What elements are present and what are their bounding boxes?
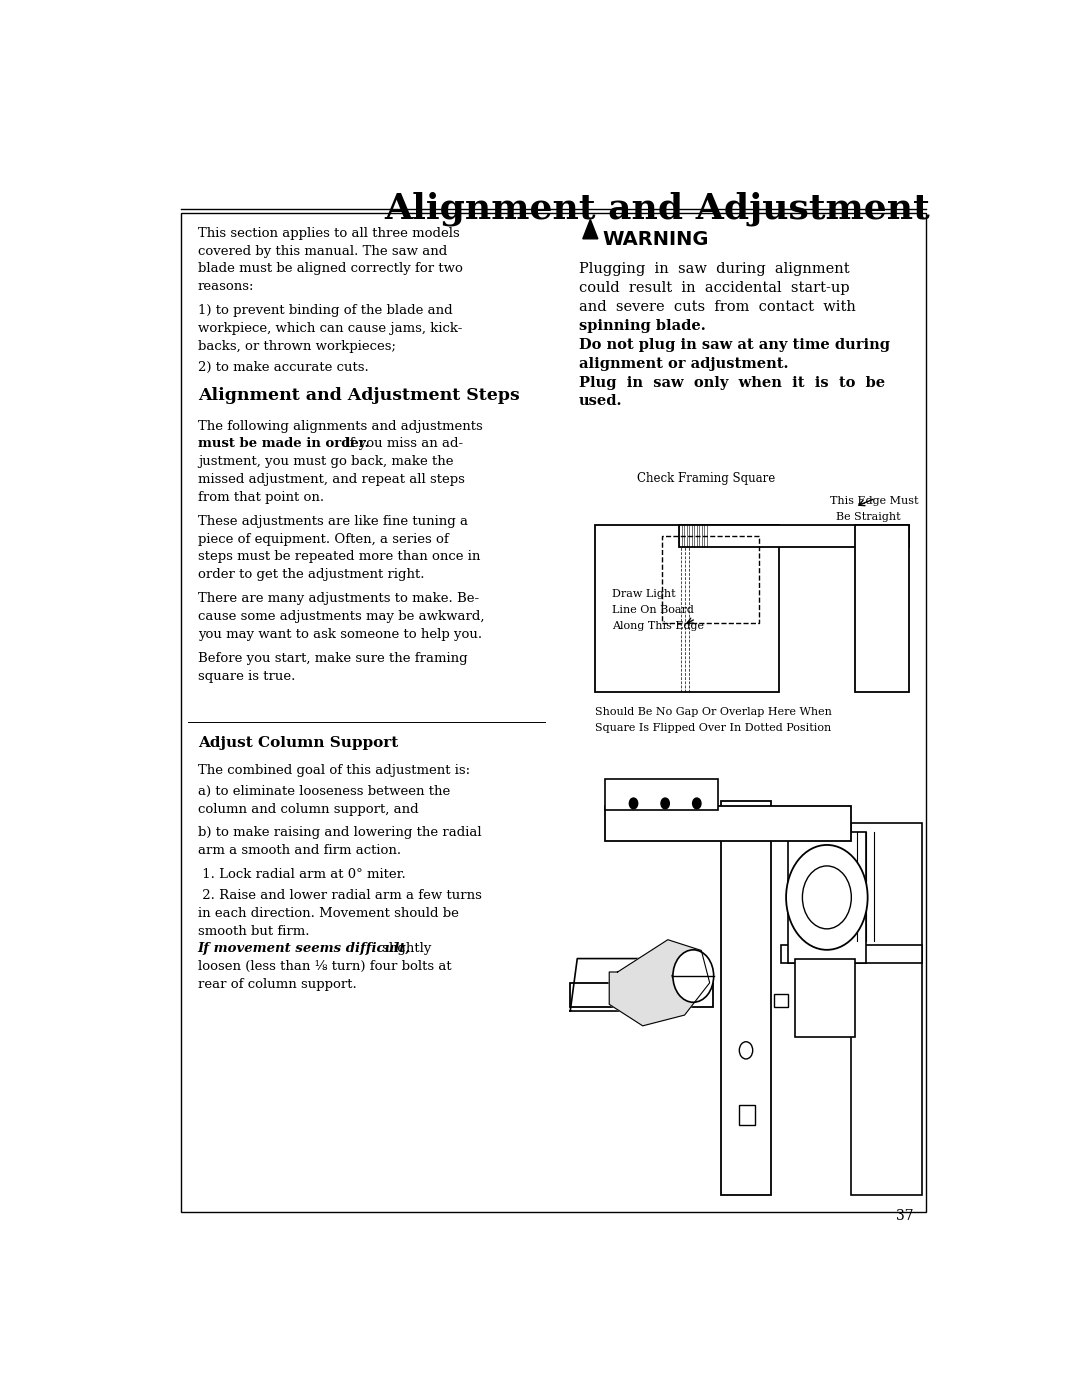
Text: square is true.: square is true. [198,670,295,684]
Circle shape [802,865,851,928]
Polygon shape [570,959,648,1011]
Bar [788,832,865,963]
Text: smooth but firm.: smooth but firm. [198,924,309,938]
Text: order to get the adjustment right.: order to get the adjustment right. [198,568,424,582]
Polygon shape [609,939,710,1026]
Text: used.: used. [579,394,622,408]
Text: column and column support, and: column and column support, and [198,802,418,816]
Text: If you miss an ad-: If you miss an ad- [340,438,463,450]
Text: There are many adjustments to make. Be-: There are many adjustments to make. Be- [198,593,478,605]
Text: blade must be aligned correctly for two: blade must be aligned correctly for two [198,263,462,275]
Text: in each direction. Movement should be: in each direction. Movement should be [198,907,459,920]
Text: Plugging  in  saw  during  alignment: Plugging in saw during alignment [579,263,849,277]
Text: could  result  in  accidental  start-up: could result in accidental start-up [579,281,849,295]
Circle shape [661,798,670,809]
Text: The following alignments and adjustments: The following alignments and adjustments [198,419,483,432]
Text: This Edge Must: This Edge Must [829,496,918,506]
Text: backs, or thrown workpieces;: backs, or thrown workpieces; [198,340,395,352]
Bar [606,779,718,809]
Text: Before you start, make sure the framing: Before you start, make sure the framing [198,651,468,665]
Text: Check Framing Square: Check Framing Square [637,473,775,485]
Text: rear of column support.: rear of column support. [198,977,356,991]
Bar [606,805,851,840]
Text: Plug  in  saw  only  when  it  is  to  be: Plug in saw only when it is to be [579,376,885,390]
Bar [781,945,922,963]
Text: must be made in order.: must be made in order. [198,438,369,450]
Text: 2. Raise and lower radial arm a few turns: 2. Raise and lower radial arm a few turn… [198,889,482,902]
Text: These adjustments are like fine tuning a: These adjustments are like fine tuning a [198,514,468,528]
Text: workpiece, which can cause jams, kick-: workpiece, which can cause jams, kick- [198,322,462,336]
Text: Should Be No Gap Or Overlap Here When: Should Be No Gap Or Overlap Here When [595,707,833,717]
Text: arm a smooth and firm action.: arm a smooth and firm action. [198,844,401,857]
Text: The combined goal of this adjustment is:: The combined goal of this adjustment is: [198,765,470,777]
Text: and  severe  cuts  from  contact  with: and severe cuts from contact with [579,301,855,315]
Polygon shape [583,219,598,239]
Text: 1) to prevent binding of the blade and: 1) to prevent binding of the blade and [198,305,453,317]
Text: This section applies to all three models: This section applies to all three models [198,226,459,240]
Text: 37: 37 [896,1209,914,1223]
Text: slightly: slightly [378,942,431,955]
Circle shape [692,798,701,809]
Circle shape [786,844,867,949]
Text: reasons:: reasons: [198,280,254,294]
Text: WARNING: WARNING [602,231,708,249]
Circle shape [740,1042,753,1058]
Bar [679,526,909,547]
Text: Adjust Column Support: Adjust Column Support [198,737,399,751]
Text: steps must be repeated more than once in: steps must be repeated more than once in [198,551,481,563]
Bar [739,1104,755,1124]
Bar [721,801,771,1194]
Bar [570,983,713,1007]
Text: missed adjustment, and repeat all steps: missed adjustment, and repeat all steps [198,473,464,487]
Text: Line On Board: Line On Board [612,605,694,615]
Text: b) to make raising and lowering the radial: b) to make raising and lowering the radi… [198,826,482,839]
Text: Along This Edge: Along This Edge [612,621,704,630]
Text: from that point on.: from that point on. [198,491,324,503]
Bar [795,959,855,1037]
Text: Alignment and Adjustment: Alignment and Adjustment [384,192,930,226]
Text: Be Straight: Be Straight [836,512,901,523]
Text: covered by this manual. The saw and: covered by this manual. The saw and [198,245,447,257]
Bar [851,823,922,1194]
Bar [662,535,758,622]
Circle shape [630,798,637,809]
Text: If movement seems difficult,: If movement seems difficult, [198,942,410,955]
Text: you may want to ask someone to help you.: you may want to ask someone to help you. [198,628,482,640]
Text: Alignment and Adjustment Steps: Alignment and Adjustment Steps [198,387,519,404]
Text: !: ! [589,225,592,233]
Circle shape [673,949,714,1002]
Bar [181,212,926,1212]
Text: cause some adjustments may be awkward,: cause some adjustments may be awkward, [198,610,484,624]
Text: justment, you must go back, make the: justment, you must go back, make the [198,456,454,468]
Text: 2) to make accurate cuts.: 2) to make accurate cuts. [198,361,368,375]
Text: alignment or adjustment.: alignment or adjustment. [579,356,788,370]
Text: spinning blade.: spinning blade. [579,319,705,333]
Bar [855,526,909,692]
Text: 1. Lock radial arm at 0° miter.: 1. Lock radial arm at 0° miter. [198,868,405,881]
Text: a) to eliminate looseness between the: a) to eliminate looseness between the [198,786,450,798]
Bar [774,994,788,1007]
Bar [595,526,780,692]
Text: piece of equipment. Often, a series of: piece of equipment. Often, a series of [198,533,448,545]
Text: Do not plug in saw at any time during: Do not plug in saw at any time during [579,338,890,352]
Text: Draw Light: Draw Light [612,589,676,598]
Text: Square Is Flipped Over In Dotted Position: Square Is Flipped Over In Dotted Positio… [595,723,832,733]
Text: loosen (less than ⅛ turn) four bolts at: loosen (less than ⅛ turn) four bolts at [198,960,451,973]
